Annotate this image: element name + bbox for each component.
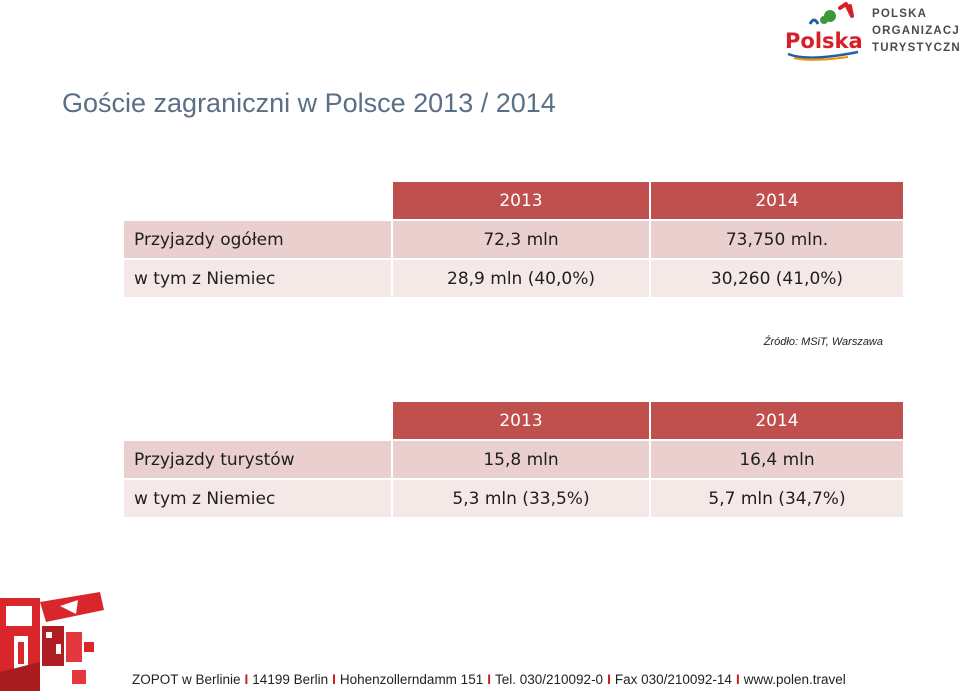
footer-separator: I: [735, 672, 740, 687]
poster-art-image: [0, 592, 108, 691]
header-cell-2014: 2014: [649, 402, 903, 441]
header-cell-empty: [124, 402, 392, 441]
footer-office: ZOPOT w Berlinie: [132, 672, 241, 687]
header-cell-2014: 2014: [649, 182, 903, 221]
row-label: w tym z Niemiec: [124, 259, 392, 299]
logo-org-line1: POLSKA: [872, 8, 928, 20]
table-row: w tym z Niemiec 5,3 mln (33,5%) 5,7 mln …: [124, 479, 903, 519]
value-2014: 16,4 mln: [649, 440, 903, 480]
row-label: Przyjazdy turystów: [124, 440, 392, 480]
table-row: Przyjazdy ogółem 72,3 mln 73,750 mln.: [124, 220, 903, 260]
value-2014: 30,260 (41,0%): [649, 259, 903, 299]
header-cell-2013: 2013: [391, 182, 650, 221]
value-2014: 5,7 mln (34,7%): [649, 479, 903, 519]
footer-separator: I: [244, 672, 249, 687]
footer-address: Hohenzollerndamm 151: [339, 672, 484, 687]
value-2013: 72,3 mln: [391, 220, 650, 260]
value-2013: 5,3 mln (33,5%): [391, 479, 650, 519]
polska-logo: Polska POLSKA ORGANIZACJA TURYSTYCZNA: [780, 2, 960, 62]
logo-org-name: POLSKA ORGANIZACJA TURYSTYCZNA: [872, 6, 960, 57]
header-cell-2013: 2013: [391, 402, 650, 441]
header-cell-empty: [124, 182, 392, 221]
row-label: w tym z Niemiec: [124, 479, 392, 519]
footer-fax: Fax 030/210092-14: [614, 672, 732, 687]
table-row: Przyjazdy turystów 15,8 mln 16,4 mln: [124, 440, 903, 480]
logo-org-line2: ORGANIZACJA: [872, 25, 960, 37]
logo-wordmark: Polska: [785, 29, 863, 53]
table-header-row: 2013 2014: [124, 182, 903, 221]
footer-website: www.polen.travel: [743, 672, 846, 687]
value-2013: 15,8 mln: [391, 440, 650, 480]
footer-phone: Tel. 030/210092-0: [494, 672, 604, 687]
footer-contact: ZOPOT w Berlinie I 14199 Berlin I Hohenzolle…: [132, 672, 846, 687]
table-arrivals-total: 2013 2014 Przyjazdy ogółem 72,3 mln 73,7…: [124, 182, 903, 299]
footer-separator: I: [332, 672, 336, 687]
footer-separator: I: [607, 672, 611, 687]
table-row: w tym z Niemiec 28,9 mln (40,0%) 30,260 …: [124, 259, 903, 299]
poster-art-graphic: [0, 592, 108, 691]
row-label: Przyjazdy ogółem: [124, 220, 392, 260]
slide-title: Goście zagraniczni w Polsce 2013 / 2014: [62, 88, 556, 118]
table-arrivals-tourists: 2013 2014 Przyjazdy turystów 15,8 mln 16…: [124, 402, 903, 519]
table-header-row: 2013 2014: [124, 402, 903, 441]
footer-separator: I: [487, 672, 491, 687]
value-2013: 28,9 mln (40,0%): [391, 259, 650, 299]
footer-postcode: 14199 Berlin: [252, 672, 329, 687]
polska-logo-graphic: Polska: [785, 2, 863, 61]
logo-org-line3: TURYSTYCZNA: [872, 42, 960, 54]
source-note: Źródło: MSiT, Warszawa: [763, 336, 883, 348]
value-2014: 73,750 mln.: [649, 220, 903, 260]
